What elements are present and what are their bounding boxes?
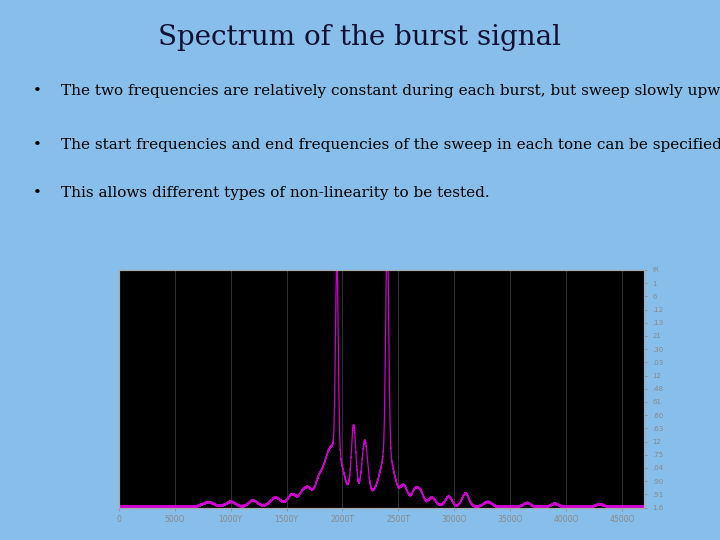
Text: •: •: [32, 186, 41, 200]
Text: This allows different types of non-linearity to be tested.: This allows different types of non-linea…: [61, 186, 490, 200]
Text: •: •: [32, 84, 41, 98]
Text: The start frequencies and end frequencies of the sweep in each tone can be speci: The start frequencies and end frequencie…: [61, 138, 720, 152]
Text: The two frequencies are relatively constant during each burst, but sweep slowly : The two frequencies are relatively const…: [61, 84, 720, 98]
Text: •: •: [32, 138, 41, 152]
Text: Spectrum of the burst signal: Spectrum of the burst signal: [158, 24, 562, 51]
